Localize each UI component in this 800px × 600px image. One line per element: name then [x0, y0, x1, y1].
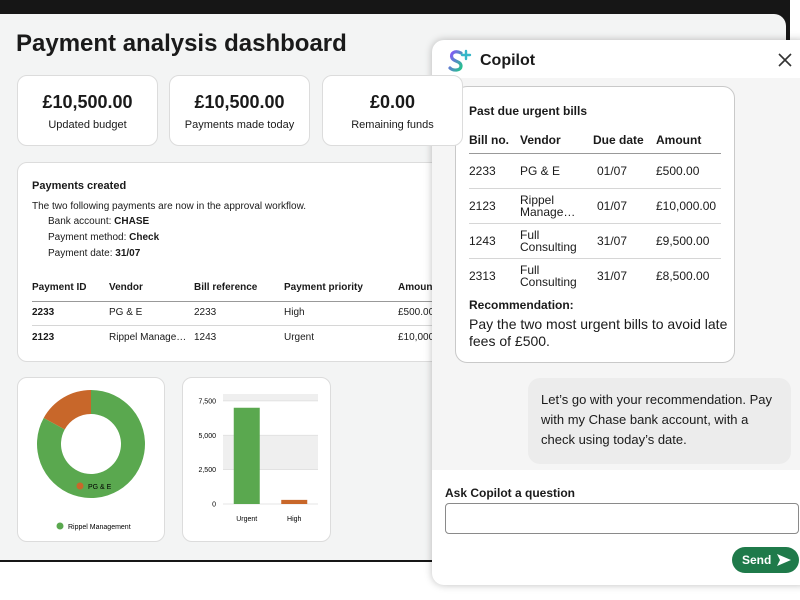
send-icon: [777, 554, 791, 566]
card-title: Past due urgent bills: [469, 104, 588, 118]
column-header: Bill no.: [469, 133, 509, 147]
card-label: Remaining funds: [351, 119, 434, 131]
legend-swatch: [56, 522, 64, 530]
column-header: Amount: [398, 282, 436, 293]
table-cell: Rippel Manage…: [520, 193, 576, 219]
summary-card: £0.00 Remaining funds: [322, 75, 463, 146]
table-cell: £9,500.00: [656, 234, 710, 248]
y-tick-label: 5,000: [198, 433, 216, 440]
table-cell: 2233: [32, 307, 55, 318]
bill-card: Past due urgent bills Recommendation: Pa…: [455, 86, 735, 363]
detail-label: Payment method:: [48, 232, 130, 243]
intro: The two following payments are now in th…: [32, 201, 307, 212]
table-cell: £8,500.00: [656, 269, 710, 283]
table-cell: Rippel Manage…: [109, 332, 187, 343]
copilot-title: Copilot: [480, 52, 536, 69]
column-header: Bill reference: [194, 282, 258, 293]
divider: [469, 258, 721, 259]
table-cell: 31/07: [597, 269, 628, 283]
detail-label: Payment date:: [48, 248, 116, 259]
column-header: Vendor: [109, 282, 143, 293]
table-cell: 01/07: [597, 164, 628, 178]
send-label: Send: [742, 553, 772, 567]
table-cell: Urgent: [284, 332, 315, 343]
divider: [32, 325, 478, 326]
card-label: Updated budget: [48, 119, 127, 131]
donut-segment: [43, 390, 91, 430]
legend-label: PG & E: [88, 484, 112, 491]
table-cell: 2233: [194, 307, 217, 318]
legend-label: Rippel Management: [68, 524, 131, 531]
recommendation-label: Recommendation:: [469, 298, 574, 312]
table-cell: 1243: [469, 234, 496, 248]
dashboard-title: Payment analysis dashboard: [16, 30, 347, 57]
detail-value: 31/07: [115, 248, 141, 259]
column-header: Vendor: [520, 133, 561, 147]
divider: [32, 301, 478, 302]
grid-band: [223, 394, 318, 401]
detail-line: Bank account: CHASE: [48, 216, 149, 227]
table-cell: PG & E: [520, 164, 561, 178]
card-label: Payments made today: [184, 119, 295, 131]
table-cell: PG & E: [109, 307, 143, 318]
x-tick-label: High: [287, 516, 302, 523]
user-message: Let’s go with your recommendation. Pay w…: [528, 378, 791, 464]
column-header: Payment ID: [32, 282, 87, 293]
donut-segment: [37, 390, 145, 498]
table-cell: 2123: [469, 199, 496, 213]
summary-card: £10,500.00 Updated budget: [17, 75, 158, 146]
y-tick-label: 7,500: [198, 398, 216, 405]
divider: [469, 223, 721, 224]
card-value: £0.00: [369, 92, 416, 112]
table-cell: £10,000.00: [398, 332, 449, 343]
copilot-logo: [448, 49, 472, 72]
table-cell: 31/07: [597, 234, 628, 248]
legend-swatch: [76, 482, 84, 490]
detail-label: Bank account:: [48, 216, 115, 227]
table-cell: Full Consulting: [520, 228, 577, 254]
y-tick-label: 2,500: [198, 467, 216, 474]
column-header: Amount: [656, 133, 702, 147]
detail-line: Payment date: 31/07: [48, 248, 140, 259]
table-cell: £500.00: [656, 164, 700, 178]
bar: [233, 407, 260, 504]
table-cell: High: [284, 307, 305, 318]
detail-line: Payment method: Check: [48, 232, 159, 243]
column-header: Payment priority: [284, 282, 363, 293]
copilot-panel: Copilot Past due urgent bills Recommenda…: [432, 40, 800, 585]
payments-panel: Payments created The two following payme…: [17, 162, 478, 362]
table-cell: 1243: [194, 332, 217, 343]
divider: [469, 153, 721, 154]
table-cell: 2123: [32, 332, 55, 343]
summary-card: £10,500.00 Payments made today: [169, 75, 310, 146]
table-cell: Full Consulting: [520, 263, 577, 289]
donut-chart: PG & E Rippel Management: [37, 390, 145, 531]
donut-card: PG & E Rippel Management: [17, 377, 165, 542]
panel-title: Payments created: [32, 180, 127, 192]
question-input[interactable]: [445, 503, 799, 534]
detail-value: CHASE: [114, 216, 150, 227]
recommendation: Pay the two most urgent bills to avoid l…: [469, 316, 728, 349]
bar-chart: 0 2,500 5,000 7,500 Urgent High: [198, 394, 318, 523]
close-button[interactable]: [778, 53, 792, 67]
table-cell: 01/07: [597, 199, 628, 213]
card-value: £10,500.00: [194, 92, 285, 112]
send-button[interactable]: Send: [732, 547, 799, 573]
x-tick-label: Urgent: [236, 516, 257, 523]
table-cell: 2313: [469, 269, 496, 283]
table-cell: £500.00: [398, 307, 435, 318]
card-value: £10,500.00: [42, 92, 133, 112]
bar: [281, 499, 308, 504]
detail-value: Check: [129, 232, 160, 243]
divider: [469, 188, 721, 189]
column-header: Due date: [593, 133, 644, 147]
y-tick-label: 0: [212, 502, 216, 509]
input-label: Ask Copilot a question: [445, 486, 576, 500]
table-cell: 2233: [469, 164, 496, 178]
bar-card: 0 2,500 5,000 7,500 Urgent High: [182, 377, 331, 542]
table-cell: £10,000.00: [656, 199, 717, 213]
